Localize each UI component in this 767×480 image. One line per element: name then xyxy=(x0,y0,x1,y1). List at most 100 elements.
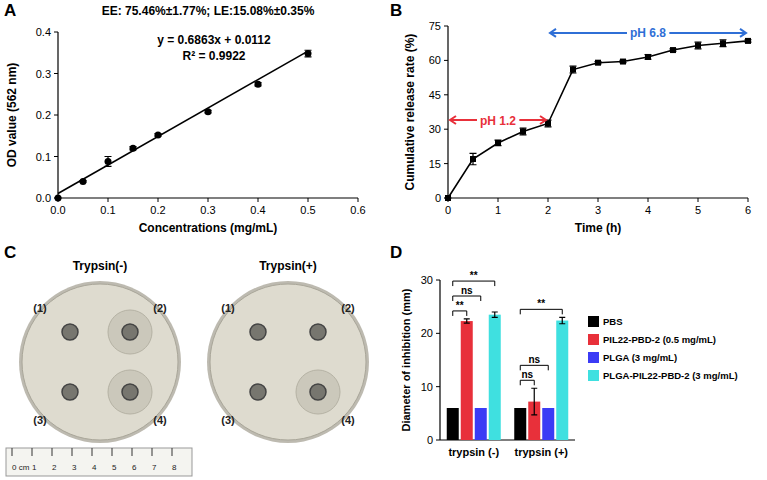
ruler-label: 4 xyxy=(92,463,97,472)
ruler-tick xyxy=(172,448,173,456)
inhibition-zone xyxy=(296,370,340,414)
y-tick xyxy=(436,386,440,387)
y-tick xyxy=(54,32,58,33)
ruler-tick xyxy=(132,448,133,456)
y-tick-label: 0 xyxy=(427,434,433,446)
y-tick-label: 60 xyxy=(429,54,441,66)
x-tick-label: 0.5 xyxy=(300,204,315,216)
bar xyxy=(514,408,526,440)
ruler-tick xyxy=(32,448,33,456)
x-tick-label: 4 xyxy=(645,204,651,216)
point xyxy=(745,38,751,44)
y-tick xyxy=(436,280,440,281)
ruler-label: 5 xyxy=(112,463,117,472)
legend-label: PIL22-PBD-2 (0.5 mg/mL) xyxy=(603,334,716,345)
well-label: (3) xyxy=(33,414,47,426)
y-tick-label: 0.0 xyxy=(36,192,51,204)
y-tick-label: 0 xyxy=(435,192,441,204)
y-tick xyxy=(436,440,440,441)
panel-letter: C xyxy=(4,243,16,262)
well xyxy=(122,324,138,340)
well xyxy=(250,384,266,400)
error-bar xyxy=(492,312,498,317)
error-bar xyxy=(720,40,727,47)
y-tick-label: 0.1 xyxy=(36,151,51,163)
x-tick-label: 0.0 xyxy=(50,204,65,216)
error-bar xyxy=(464,319,470,323)
point xyxy=(545,120,551,126)
y-tick xyxy=(54,156,58,157)
y-tick xyxy=(54,115,58,116)
legend-label: PLGA-PIL22-PBD-2 (3 mg/mL) xyxy=(603,370,738,381)
ruler-tick xyxy=(92,448,93,456)
significance-label: ns xyxy=(461,285,473,296)
x-tick-label: 1 xyxy=(495,204,501,216)
error-bar xyxy=(559,317,565,323)
x-tick-label: 0.3 xyxy=(200,204,215,216)
ruler-tick xyxy=(112,448,113,456)
point xyxy=(55,195,62,202)
error-bar xyxy=(645,55,652,60)
dish-title: Trypsin(-) xyxy=(73,259,128,273)
significance-bracket xyxy=(520,380,534,385)
well xyxy=(250,324,266,340)
annotation: y = 0.6863x + 0.0112 xyxy=(157,33,271,47)
ruler-label: 7 xyxy=(152,463,157,472)
y-tick xyxy=(436,333,440,334)
significance-label: ** xyxy=(456,300,464,311)
point xyxy=(645,54,651,60)
x-tick-label: 0.6 xyxy=(350,204,365,216)
bar xyxy=(489,315,501,440)
y-tick xyxy=(444,26,448,27)
legend-label: PLGA (3 mg/mL) xyxy=(603,352,677,363)
inhibition-zone xyxy=(108,370,152,414)
y-axis-title: Diameter of inhibition (mm) xyxy=(400,288,412,431)
y-tick xyxy=(444,163,448,164)
panel-letter: B xyxy=(390,1,402,20)
well xyxy=(122,384,138,400)
ruler-label: 3 xyxy=(72,463,77,472)
y-tick xyxy=(444,129,448,130)
x-tick xyxy=(208,198,209,202)
annotation: R² = 0.9922 xyxy=(182,49,245,63)
significance-bracket xyxy=(453,281,495,286)
panel-letter: D xyxy=(390,243,402,262)
y-tick-label: 15 xyxy=(429,158,441,170)
error-bar xyxy=(695,42,702,49)
x-tick-label: 2 xyxy=(545,204,551,216)
x-tick xyxy=(748,198,749,202)
ruler-label: 8 xyxy=(172,463,177,472)
well-label: (1) xyxy=(33,302,47,314)
error-bar xyxy=(531,388,537,415)
ruler-label: 6 xyxy=(132,463,137,472)
x-tick-label: 3 xyxy=(595,204,601,216)
point xyxy=(670,47,676,53)
well xyxy=(310,384,326,400)
y-tick-label: 10 xyxy=(421,381,433,393)
x-tick xyxy=(358,198,359,202)
legend-swatch xyxy=(588,316,599,327)
ruler-label: 2 xyxy=(52,463,57,472)
ruler-tick xyxy=(52,448,53,456)
well-label: (2) xyxy=(153,302,167,314)
label-ground xyxy=(477,113,519,129)
x-tick xyxy=(108,198,109,202)
x-tick xyxy=(648,198,649,202)
y-tick xyxy=(444,60,448,61)
x-tick-label: trypsin (-) xyxy=(448,446,499,458)
y-tick-label: 0.3 xyxy=(36,68,51,80)
plot-area xyxy=(445,38,752,201)
bar xyxy=(461,321,473,440)
significance-bracket xyxy=(520,309,562,314)
y-axis xyxy=(439,280,440,440)
well xyxy=(62,384,78,400)
significance-label: ns xyxy=(528,354,540,365)
ruler-label: 1 xyxy=(32,463,37,472)
well-label: (4) xyxy=(153,414,167,426)
legend-swatch xyxy=(588,370,599,381)
x-tick xyxy=(548,198,549,202)
ruler xyxy=(6,448,192,476)
legend-swatch xyxy=(588,334,599,345)
point xyxy=(570,67,576,73)
title: EE: 75.46%±1.77%; LE:15.08%±0.35% xyxy=(102,4,315,18)
